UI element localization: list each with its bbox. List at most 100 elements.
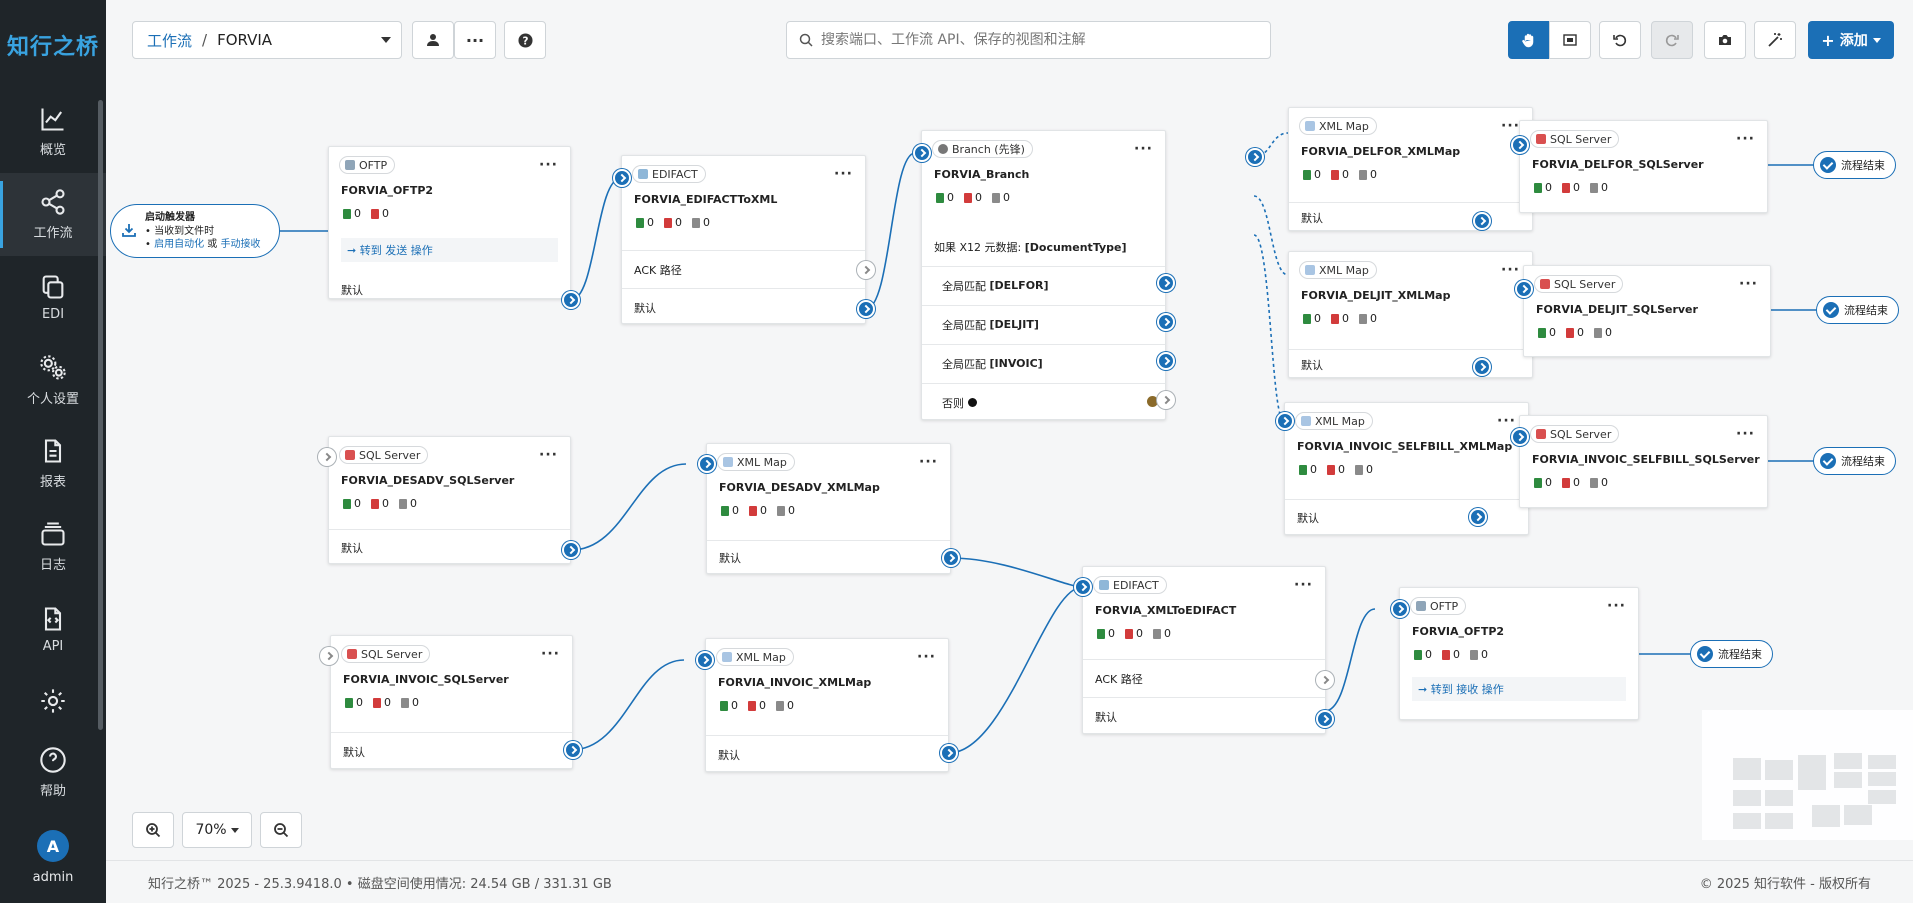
port-name[interactable]: FORVIA_INVOIC_XMLMap	[718, 676, 872, 689]
port-name[interactable]: FORVIA_XMLToEDIFACT	[1095, 604, 1237, 617]
input-port[interactable]	[1511, 136, 1529, 154]
ellipsis-icon[interactable]: ···	[539, 447, 558, 463]
input-port[interactable]	[1511, 428, 1529, 446]
port-name[interactable]: FORVIA_DELJIT_SQLServer	[1536, 303, 1698, 316]
port-name[interactable]: FORVIA_INVOIC_SELFBILL_XMLMap	[1297, 440, 1513, 453]
output-port[interactable]	[857, 300, 875, 318]
port-name[interactable]: FORVIA_DELFOR_SQLServer	[1532, 158, 1704, 171]
flow-end[interactable]: 流程结束	[1690, 640, 1773, 668]
snapshot-button[interactable]	[1704, 21, 1746, 59]
port-name[interactable]: FORVIA_DESADV_SQLServer	[341, 474, 515, 487]
sidebar-item-edi[interactable]: EDI	[0, 256, 106, 339]
auto-arrange-button[interactable]	[1754, 21, 1796, 59]
zoom-level-select[interactable]: 70%	[182, 812, 252, 848]
ellipsis-icon[interactable]: ···	[834, 166, 853, 182]
undo-button[interactable]	[1599, 21, 1641, 59]
port-card-desadv-sql[interactable]: SQL Server ··· FORVIA_DESADV_SQLServer 0…	[328, 436, 571, 564]
go-to-send-action[interactable]: ➞ 转到 发送 操作	[341, 238, 558, 262]
port-name[interactable]: FORVIA_Branch	[934, 168, 1030, 181]
output-port-delfor[interactable]	[1157, 274, 1175, 292]
ellipsis-icon[interactable]: ···	[1607, 598, 1626, 614]
port-name[interactable]: FORVIA_OFTP2	[1412, 625, 1505, 638]
output-port[interactable]	[562, 541, 580, 559]
input-port[interactable]	[1246, 148, 1264, 166]
sidebar-item-system-settings[interactable]	[0, 671, 106, 731]
workflow-canvas[interactable]: 启动触发器 当收到文件时 启用自动化 或 手动接收 OFTP ··· FORVI…	[106, 80, 1913, 860]
sidebar-item-reports[interactable]: 报表	[0, 422, 106, 505]
add-button[interactable]: + 添加	[1808, 21, 1894, 59]
port-card-delfor-sql[interactable]: SQL Server ··· FORVIA_DELFOR_SQLServer 0…	[1519, 120, 1768, 213]
input-port[interactable]	[1515, 280, 1533, 298]
flow-end[interactable]: 流程结束	[1813, 151, 1896, 179]
output-port[interactable]	[564, 741, 582, 759]
ellipsis-icon[interactable]: ···	[1497, 413, 1516, 429]
input-port[interactable]	[698, 455, 716, 473]
ellipsis-icon[interactable]: ···	[919, 454, 938, 470]
search-input[interactable]	[821, 32, 1251, 48]
minimap[interactable]	[1702, 710, 1913, 840]
breadcrumb-root[interactable]: 工作流	[147, 31, 193, 50]
input-port[interactable]	[913, 144, 931, 162]
port-name[interactable]: FORVIA_INVOIC_SQLServer	[343, 673, 509, 686]
manual-receive-link[interactable]: 手动接收	[220, 239, 261, 250]
go-to-receive-action[interactable]: ➞ 转到 接收 操作	[1412, 677, 1626, 701]
input-port[interactable]	[320, 647, 338, 665]
select-tool-button[interactable]	[1549, 21, 1591, 59]
port-card-xml-to-edifact[interactable]: EDIFACT ··· FORVIA_XMLToEDIFACT 0 0 0 AC…	[1082, 566, 1326, 734]
sidebar-item-overview[interactable]: 概览	[0, 90, 106, 173]
ellipsis-icon[interactable]: ···	[1294, 577, 1313, 593]
port-card-invoic-selfbill-map[interactable]: XML Map ··· FORVIA_INVOIC_SELFBILL_XMLMa…	[1284, 402, 1529, 535]
port-card-deljit-sql[interactable]: SQL Server ··· FORVIA_DELJIT_SQLServer 0…	[1523, 265, 1771, 357]
input-port[interactable]	[1276, 412, 1294, 430]
input-port[interactable]	[696, 651, 714, 669]
output-port[interactable]	[1469, 508, 1487, 526]
port-name[interactable]: FORVIA_INVOIC_SELFBILL_SQLServer	[1532, 453, 1760, 466]
ellipsis-icon[interactable]: ···	[1134, 141, 1153, 157]
ellipsis-icon[interactable]: ···	[1739, 276, 1758, 292]
port-card-invoic-sql[interactable]: SQL Server ··· FORVIA_INVOIC_SQLServer 0…	[330, 635, 573, 769]
ellipsis-icon[interactable]: ···	[917, 649, 936, 665]
port-card-edifact-to-xml[interactable]: EDIFACT ··· FORVIA_EDIFACTToXML 0 0 0 AC…	[621, 155, 866, 324]
output-port-invoic[interactable]	[1157, 352, 1175, 370]
breadcrumb[interactable]: 工作流 / FORVIA	[132, 21, 402, 59]
chevron-down-icon[interactable]	[381, 37, 391, 43]
ellipsis-icon[interactable]: ···	[1736, 131, 1755, 147]
sidebar-item-workflow[interactable]: 工作流	[0, 173, 106, 256]
ellipsis-icon[interactable]: ···	[1501, 118, 1520, 134]
input-port[interactable]	[1074, 578, 1092, 596]
port-name[interactable]: FORVIA_DESADV_XMLMap	[719, 481, 880, 494]
start-trigger[interactable]: 启动触发器 当收到文件时 启用自动化 或 手动接收	[110, 204, 280, 258]
ack-output-port[interactable]	[1316, 671, 1334, 689]
sidebar-item-api[interactable]: API	[0, 588, 106, 671]
flow-end[interactable]: 流程结束	[1813, 447, 1896, 475]
zoom-in-button[interactable]	[132, 812, 174, 848]
ellipsis-icon[interactable]: ···	[1501, 262, 1520, 278]
ack-output-port[interactable]	[857, 261, 875, 279]
port-name[interactable]: FORVIA_DELFOR_XMLMap	[1301, 145, 1461, 158]
search-box[interactable]	[786, 21, 1271, 59]
user-button[interactable]	[412, 21, 454, 59]
output-port-deljit[interactable]	[1157, 313, 1175, 331]
ellipsis-icon[interactable]: ···	[541, 646, 560, 662]
port-name[interactable]: FORVIA_DELJIT_XMLMap	[1301, 289, 1451, 302]
input-port[interactable]	[318, 448, 336, 466]
output-port[interactable]	[942, 549, 960, 567]
port-card-delfor-map[interactable]: XML Map ··· FORVIA_DELFOR_XMLMap 0 0 0 默…	[1288, 107, 1533, 231]
output-port[interactable]	[1316, 710, 1334, 728]
pan-tool-button[interactable]	[1508, 21, 1550, 59]
sidebar-scrollbar[interactable]	[98, 100, 103, 730]
help-button[interactable]: ?	[504, 21, 546, 59]
zoom-out-button[interactable]	[260, 812, 302, 848]
port-card-branch[interactable]: Branch (先锋) ··· FORVIA_Branch 0 0 0 如果 X…	[921, 130, 1166, 420]
port-name[interactable]: FORVIA_OFTP2	[341, 184, 434, 197]
ellipsis-icon[interactable]: ···	[1736, 426, 1755, 442]
sidebar-item-help[interactable]: 帮助	[0, 731, 106, 814]
app-logo[interactable]: 知行之桥	[6, 35, 99, 60]
port-card-desadv-map[interactable]: XML Map ··· FORVIA_DESADV_XMLMap 0 0 0 默…	[706, 443, 951, 574]
input-port[interactable]	[613, 169, 631, 187]
port-card-oftp-in[interactable]: OFTP ··· FORVIA_OFTP2 0 0 ➞ 转到 发送 操作 默认	[328, 146, 571, 299]
more-button[interactable]: ···	[454, 21, 496, 59]
redo-button[interactable]	[1651, 21, 1693, 59]
user-menu[interactable]: A admin	[0, 830, 106, 885]
output-port-else[interactable]	[1157, 391, 1175, 409]
